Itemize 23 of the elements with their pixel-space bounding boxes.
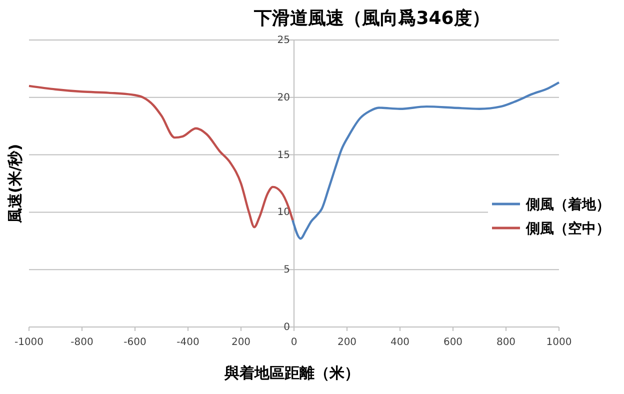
y-tick-label: 20 [277, 92, 290, 104]
legend-label: 側風（空中） [525, 220, 610, 237]
x-tick-label: -800 [70, 337, 94, 348]
chart-title: 下滑道風速（風向爲346度） [253, 8, 490, 29]
legend-label: 側風（着地） [525, 196, 610, 213]
y-tick-label: 0 [284, 322, 290, 333]
x-tick-label: 200 [337, 337, 357, 348]
y-tick-label: 25 [277, 35, 290, 46]
x-tick-label: -400 [176, 337, 200, 348]
x-tick-label: 600 [443, 337, 463, 348]
y-tick-label: 5 [284, 264, 290, 276]
x-tick-label: 400 [390, 337, 410, 348]
line-series [292, 81, 560, 240]
x-axis-title: 與着地區距離（米） [224, 364, 360, 382]
y-tick-label: 15 [277, 150, 290, 161]
line-series [28, 84, 294, 228]
x-tick-label: -1000 [14, 337, 44, 348]
x-tick-label: 1000 [546, 337, 572, 348]
x-tick-label: 200 [231, 337, 251, 348]
x-tick-label: 800 [496, 337, 516, 348]
x-tick-label: -600 [124, 337, 146, 348]
x-tick-label: 0 [290, 337, 298, 348]
y-axis-title: 風速(米/秒) [6, 144, 24, 224]
